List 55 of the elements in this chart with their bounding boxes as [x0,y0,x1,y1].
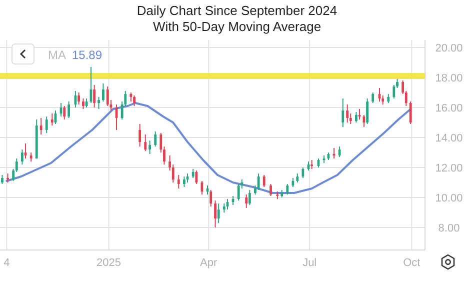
candlestick [102,83,104,102]
candlestick [262,174,266,188]
candlestick [217,203,220,224]
candlestick [98,96,100,110]
x-tick-label: 4 [4,257,10,269]
candlestick [342,98,344,128]
y-tick-label: 20.00 [435,42,463,54]
candlestick [214,200,216,228]
candlestick [372,92,374,104]
candlestick [183,176,186,188]
candlestick [63,106,66,120]
y-tick-label: 10.00 [435,192,463,204]
candlestick [154,131,157,147]
candlestick [40,118,42,135]
candlestick [210,190,212,207]
candlestick [366,98,368,124]
candlestick [68,101,70,118]
y-tick-label: 14.00 [435,132,463,144]
candlestick [195,170,198,184]
x-tick-label: Apr [200,257,218,269]
candlestick [245,194,248,208]
candlestick [409,101,412,124]
chart-title: Daily Chart Since September 2024 [136,3,338,18]
y-tick-label: 8.00 [438,222,460,234]
candlestick [248,190,251,206]
candlestick [133,95,136,106]
y-tick-label: 16.00 [435,102,463,114]
y-tick-label: 12.00 [435,162,463,174]
text: MA [48,48,66,62]
candlestick [45,116,48,134]
candlestick [338,146,341,158]
candlestick [82,98,84,110]
x-tick-label: Jul [302,257,317,269]
candlestick [106,86,109,106]
candlestick [355,112,358,123]
x-tick-label: Oct [403,257,420,269]
annotation: 15.89 [72,48,102,62]
candlestick [148,140,152,154]
candlestick [270,184,272,196]
chart-subtitle: With 50-Day Moving Average [152,19,322,34]
candlestick [138,124,142,147]
candlestick [346,104,349,123]
candlestick [144,134,147,152]
candlestick [78,92,80,105]
candlestick [177,174,180,189]
candlestick [93,84,96,108]
candlestick [302,167,304,178]
x-tick-label: 2025 [96,257,121,269]
candlestick [50,113,54,126]
y-tick-label: 18.00 [435,72,463,84]
candlestick [20,149,24,165]
candlestick [392,84,396,99]
candlestick [257,173,260,190]
candlestick [237,184,240,201]
candlestick [286,184,289,195]
